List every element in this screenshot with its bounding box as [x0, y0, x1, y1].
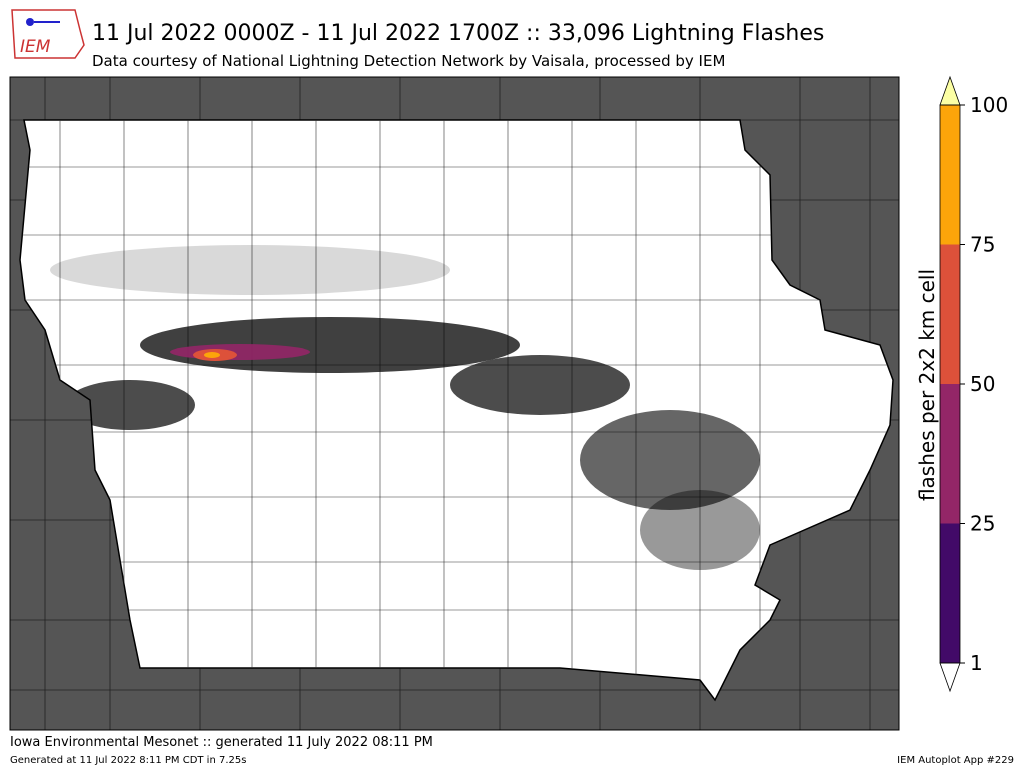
colorbar-segment — [940, 244, 960, 384]
colorbar-tick-label: 50 — [970, 372, 995, 396]
colorbar-label: flashes per 2x2 km cell — [915, 269, 939, 501]
colorbar-tick-label: 25 — [970, 512, 995, 536]
colorbar-tick-label: 100 — [970, 93, 1008, 117]
colorbar-segment — [940, 523, 960, 663]
logo-text: IEM — [20, 37, 51, 57]
footer-small: Generated at 11 Jul 2022 8:11 PM CDT in … — [10, 755, 246, 766]
logo: IEM — [11, 9, 85, 59]
footer-right: IEM Autoplot App #229 — [897, 755, 1014, 766]
map — [9, 76, 900, 731]
colorbar-tick-label: 1 — [970, 651, 983, 675]
lightning — [50, 245, 760, 570]
subtitle: Data courtesy of National Lightning Dete… — [92, 52, 725, 70]
colorbar-segment — [940, 105, 960, 245]
footer-main: Iowa Environmental Mesonet :: generated … — [10, 735, 433, 750]
colorbar: 1 25 50 75 100 — [939, 75, 1008, 693]
colorbar-over — [939, 75, 961, 106]
colorbar-segment — [940, 384, 960, 524]
title: 11 Jul 2022 0000Z - 11 Jul 2022 1700Z ::… — [92, 21, 824, 46]
colorbar-under — [939, 662, 961, 693]
colorbar-tick-label: 75 — [970, 233, 995, 257]
